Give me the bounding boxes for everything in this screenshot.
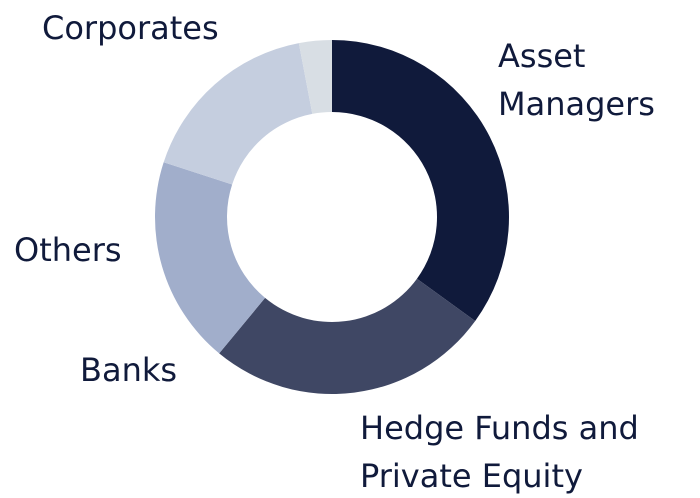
segment-label: Banks: [80, 351, 178, 389]
segment-label: Asset Managers: [498, 37, 655, 123]
donut-segment: [219, 278, 476, 394]
segment-label: Others: [14, 231, 122, 269]
donut-segment: [163, 43, 313, 185]
donut-segment: [155, 162, 266, 354]
donut-segment: [298, 40, 332, 114]
segment-label: Hedge Funds and Private Equity: [360, 409, 639, 495]
donut-segment: [332, 40, 509, 322]
segment-label: Corporates: [42, 9, 219, 47]
